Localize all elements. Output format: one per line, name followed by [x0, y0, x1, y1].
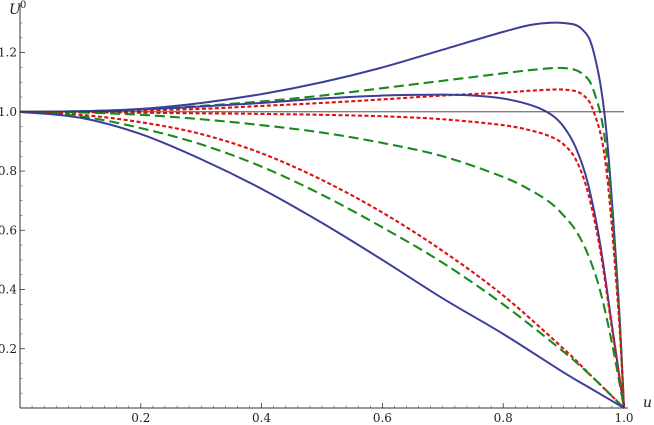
x-axis-title: u — [643, 395, 652, 411]
y-axis-title: U — [9, 2, 22, 18]
y-tick-label: 0.4 — [0, 283, 17, 297]
y-tick-label: 0.8 — [0, 164, 17, 178]
series-line-solid — [19, 93, 625, 409]
y-tick-label: 1.2 — [0, 46, 17, 60]
series-line-dotted — [19, 110, 626, 409]
x-tick-label: 1.0 — [614, 411, 633, 425]
series-line-dashed — [19, 110, 626, 409]
series-line-dotted — [19, 110, 625, 409]
series-line-dotted — [19, 88, 626, 409]
series-line-solid — [19, 21, 625, 409]
ticks-layer: 0.2 0.4 0.6 0.8 1.0 0.2 0.4 0.6 0.8 1.0 1.2 — [0, 22, 634, 425]
series-line-solid — [19, 110, 625, 409]
x-tick-label: 0.8 — [494, 411, 513, 425]
x-tick-label: 0.6 — [373, 411, 392, 425]
series-layer — [19, 21, 626, 409]
x-tick-label: 0.2 — [131, 411, 150, 425]
y-tick-label: 1.0 — [0, 105, 17, 119]
y-tick-label: 0.2 — [0, 342, 17, 356]
x-tick-label: 0.4 — [252, 411, 271, 425]
series-line-dashed — [19, 110, 625, 409]
y-axis-title-superscript: 0 — [20, 0, 26, 11]
y-tick-label: 0.6 — [0, 223, 17, 237]
series-line-dashed — [19, 66, 626, 409]
